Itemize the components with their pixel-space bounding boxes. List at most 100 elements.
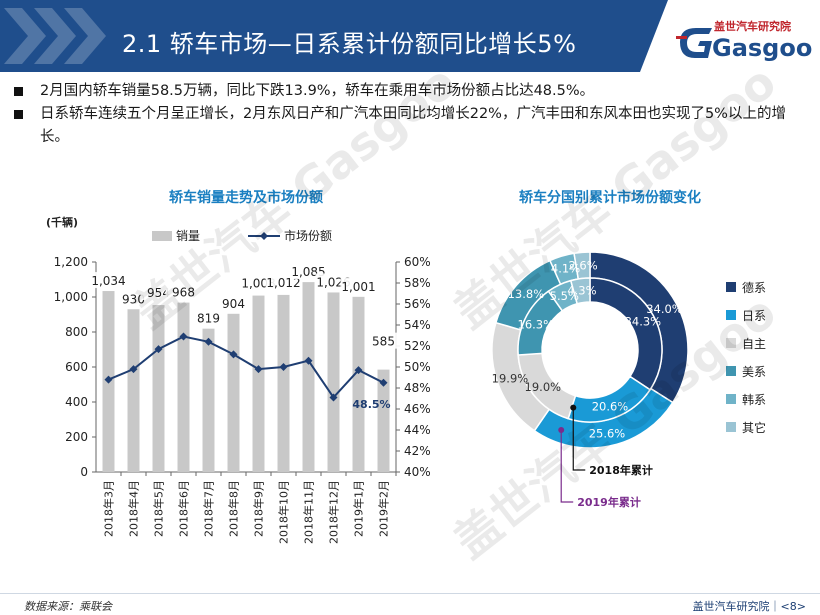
y-tick-label-left: 1,000 [54,290,88,304]
bar-value-label: 954 [147,286,170,300]
x-tick-label: 2019年1月 [352,480,366,537]
share-point [204,337,213,346]
bar [177,302,190,472]
x-tick-label: 2019年2月 [377,480,391,537]
share-point [329,393,338,402]
legend-swatch [726,394,736,404]
donut-value-label: 25.6% [589,426,626,440]
bar-value-label: 968 [172,286,195,300]
callout-label-2019: 2019年累计 [577,495,641,509]
country-share-donut: 轿车分国别累计市场份额变化 34.0% 25.6% 19.9% 13.8% 4.1%2.… [491,189,766,509]
x-tick-label: 2018年3月 [102,480,116,537]
chart-title: 轿车分国别累计市场份额变化 [519,189,701,206]
bar [227,313,240,472]
donut-value-label: 4.1% [551,262,580,276]
x-tick-label: 2018年11月 [302,480,316,544]
bar-value-label: 904 [222,297,245,311]
y-tick-label-left: 200 [65,430,88,444]
legend-line-label: 市场份额 [284,228,332,243]
logo-mark [676,28,712,58]
bar [352,296,365,472]
label-backing [190,309,227,326]
donut-value-label: 2.6% [568,258,597,272]
share-line [108,335,384,400]
y-tick-label-right: 58% [404,276,430,290]
bullet-item: 2月国内轿车销量58.5万辆，同比下跌13.9%，轿车在乘用车市场份额占比达48… [14,80,804,103]
x-tick-label: 2018年6月 [177,480,191,537]
page-number: 盖世汽车研究院｜<8> [692,600,806,613]
y-tick-label-right: 44% [404,423,430,437]
bar-value-label: 1,034 [91,274,125,288]
callout-label-2018: 2018年累计 [589,463,653,477]
bar [127,309,140,472]
sales-share-chart: 轿车销量走势及市场份额 (千辆) 销量 市场份额 0 200 400 600 800 1,… [46,189,430,544]
donut-value-label: 34.3% [625,315,662,329]
share-point [254,365,263,374]
donut-value-label: 13.8% [508,287,545,301]
bullet-text: 日系轿车连续五个月呈正增长，2月东风日产和广汽本田同比均增长22%，广汽丰田和东… [40,106,786,145]
bar [377,369,390,472]
legend-label: 美系 [742,365,766,379]
legend-swatch [726,422,736,432]
x-tick-label: 2018年10月 [277,480,291,544]
bullet-item: 日系轿车连续五个月呈正增长，2月东风日产和广汽本田同比均增长22%，广汽丰田和东… [14,103,804,149]
logo-chinese-text: 盖世汽车研究院 [714,19,791,33]
bar-value-label: 585 [372,335,395,349]
donut-value-label: 19.9% [492,372,529,386]
donut-value-label: 34.0% [646,302,683,316]
x-tick-label: 2018年9月 [252,480,266,537]
logo-brand-text: Gasgoo [712,34,812,62]
legend-swatch [726,366,736,376]
y-tick-label-right: 52% [404,339,430,353]
share-point [229,350,238,359]
y-tick-label-right: 60% [404,255,430,269]
donut-labels: 34.0% 25.6% 19.9% 13.8% 4.1%2.6% 34.3% 20.6% 19… [492,258,683,440]
y-tick-label-right: 46% [404,402,430,416]
bullet-list: 2月国内轿车销量58.5万辆，同比下跌13.9%，轿车在乘用车市场份额占比达48… [14,80,804,149]
donut-value-label: 5.5% [550,289,579,303]
y-tick-label-right: 54% [404,318,430,332]
bar-value-label: 1,012 [266,276,300,290]
y-tick-label-right: 40% [404,465,430,479]
share-point [104,375,113,384]
label-backing [90,272,127,289]
label-backing [340,277,377,294]
donut-value-label: 4.3% [567,284,596,298]
header-chevrons [4,8,106,64]
y-tick-label-left: 1,200 [54,255,88,269]
share-point [304,356,313,365]
label-backing [215,294,252,311]
label-backing [365,332,402,349]
chart-title: 轿车销量走势及市场份额 [169,189,323,206]
legend-label: 韩系 [742,392,766,407]
bar [202,328,215,472]
line-series [104,332,388,402]
legend-label: 日系 [742,309,766,323]
legend-swatch [726,282,736,292]
x-tick-label: 2018年5月 [152,480,166,537]
y-unit-label: (千辆) [46,215,78,229]
bullet-text: 2月国内轿车销量58.5万辆，同比下跌13.9%，轿车在乘用车市场份额占比达48… [40,83,595,99]
bar [327,292,340,472]
bar-value-label: 819 [197,312,220,326]
donut-value-label: 20.6% [592,400,629,414]
y-tick-label-right: 50% [404,360,430,374]
legend-swatch [726,310,736,320]
page-title: 2.1 轿车市场—日系累计份额同比增长5% [122,30,577,58]
donut-value-label: 16.3% [518,317,555,331]
y-tick-label-right: 56% [404,297,430,311]
callout-dot-2019 [558,426,565,433]
line-value-label: 48.5% [352,398,390,411]
chart-legend: 销量 市场份额 [152,228,332,243]
bar [277,294,290,472]
ring-callouts: 2018年累计 2019年累计 [558,404,653,509]
legend-diamond-icon [260,232,268,240]
donut-segment [569,277,591,305]
x-tick-labels: 2018年3月 2018年4月 2018年5月 2018年6月 2018年7月 2018年… [102,480,391,544]
share-point [154,345,163,354]
share-point [379,378,388,387]
header-banner: 2.1 轿车市场—日系累计份额同比增长5% 盖世汽车研究院 Gasgoo [0,0,820,72]
legend-label: 其它 [742,420,766,435]
